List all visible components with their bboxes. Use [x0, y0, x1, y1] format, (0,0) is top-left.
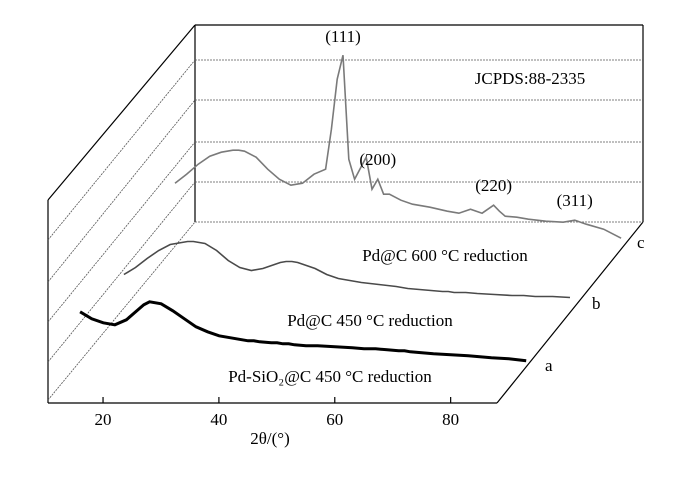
x-tick-label: 20 — [95, 410, 112, 429]
series-letter: c — [637, 233, 645, 252]
xrd-line — [123, 240, 571, 299]
annotation: JCPDS:88-2335 — [475, 69, 586, 88]
xrd-line — [174, 55, 622, 239]
series-name: Pd-SiO₂@C 450 °C reduction — [228, 367, 432, 386]
peak-label: (311) — [557, 191, 593, 210]
peak-label: (200) — [359, 150, 396, 169]
x-axis-label: 2θ/(°) — [250, 429, 290, 448]
x-tick-label: 80 — [442, 410, 459, 429]
series-letter: b — [592, 294, 601, 313]
series-letter: a — [545, 356, 553, 375]
xrd-line — [79, 300, 527, 363]
series-name: Pd@C 600 °C reduction — [362, 246, 528, 265]
peak-label: (111) — [325, 27, 361, 46]
x-tick-label: 40 — [210, 410, 227, 429]
series-name: Pd@C 450 °C reduction — [287, 311, 453, 330]
peak-label: (220) — [475, 176, 512, 195]
x-tick-label: 60 — [326, 410, 343, 429]
